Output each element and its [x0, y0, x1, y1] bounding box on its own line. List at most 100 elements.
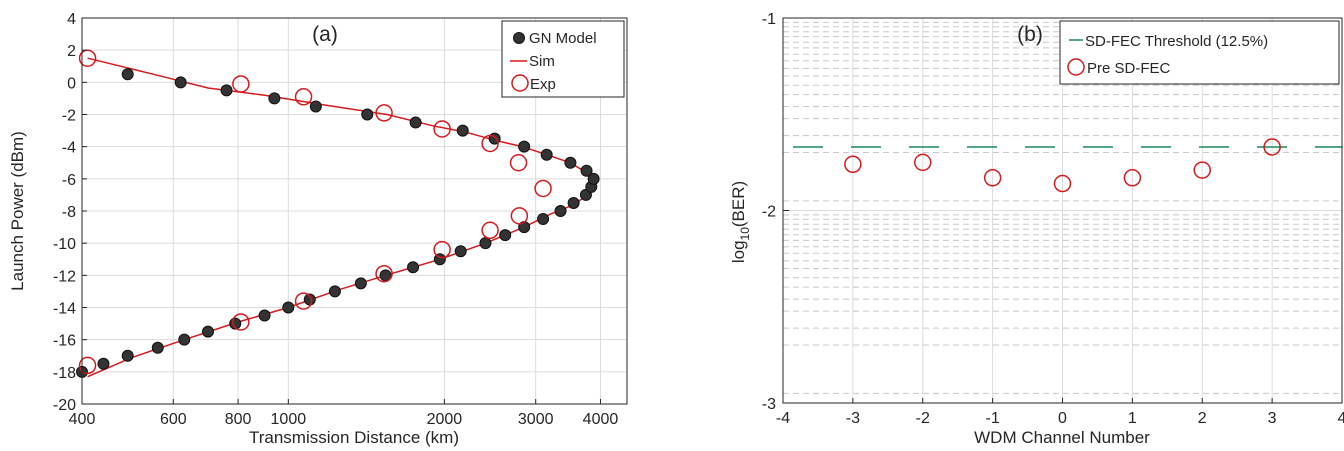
- panel-a-y-tick-label: -14: [53, 301, 76, 318]
- gn-model-point: [456, 124, 469, 137]
- panel-b-x-tick-label: 0: [1058, 410, 1067, 427]
- panel-b-label: (b): [1017, 23, 1043, 46]
- exp-point: [294, 88, 313, 106]
- gn-model-point: [258, 309, 271, 322]
- panel-b-x-tick-label: -2: [916, 410, 930, 427]
- panel-a-y-tick-label: -2: [62, 108, 76, 125]
- panel-a-y-tick-label: -10: [53, 236, 76, 253]
- gn-model-point: [309, 100, 322, 113]
- panel-a-x-tick-label: 2000: [427, 411, 463, 428]
- exp-point: [375, 264, 393, 283]
- gn-model-point: [409, 116, 422, 129]
- panel-a-y-tick-label: -16: [53, 333, 76, 350]
- y-label-subscript: 10: [738, 227, 752, 241]
- panel-a-y-tick-label: -8: [62, 204, 76, 221]
- exp-point: [481, 221, 499, 240]
- panel-a-y-tick-label: -12: [53, 268, 76, 285]
- exp-point: [509, 154, 528, 172]
- pre-sd-fec-point: [1123, 169, 1142, 187]
- gn-model-point: [564, 156, 577, 169]
- gn-model-point: [540, 148, 553, 161]
- panel-b-y-tick-label: -3: [762, 396, 776, 413]
- legend-exp-marker: [511, 74, 529, 92]
- panel-a-x-tick-label: 400: [69, 411, 96, 428]
- gn-model-point: [268, 92, 281, 105]
- gn-model-point: [537, 213, 550, 226]
- exp-point: [375, 104, 393, 122]
- pre-sd-fec-point: [844, 155, 862, 174]
- gn-model-point: [499, 229, 512, 242]
- gn-model-point: [282, 301, 295, 314]
- panel-a-legend: GN Model Sim Exp: [501, 20, 625, 98]
- exp-point: [481, 134, 499, 153]
- panel-b-legend: SD-FEC Threshold (12.5%) Pre SD-FEC: [1059, 20, 1340, 85]
- exp-point: [78, 356, 97, 375]
- panel-a-x-axis-label: Transmission Distance (km): [249, 428, 459, 447]
- panel-a-x-tick-label: 1000: [271, 411, 307, 428]
- exp-point: [534, 179, 552, 198]
- svg-text:log10(BER): log10(BER): [729, 181, 752, 263]
- panel-a-x-tick-label: 600: [160, 411, 187, 428]
- panel-b-x-axis-label: WDM Channel Number: [974, 428, 1150, 447]
- panel-a-y-tick-label: -18: [53, 365, 76, 382]
- gn-model-point: [97, 357, 110, 370]
- panel-a-x-ticks: 400 600 800 1000 2000 3000 4000: [69, 399, 619, 428]
- exp-point: [510, 207, 529, 225]
- panel-a-y-tick-label: 0: [67, 75, 76, 92]
- gn-model-point: [554, 205, 567, 217]
- panel-a-x-tick-label: 4000: [583, 411, 619, 428]
- panel-a-y-tick-label: -20: [53, 397, 76, 414]
- panel-b-y-tick-label: -1: [762, 11, 776, 28]
- gn-model-point: [202, 325, 215, 338]
- exp-point: [232, 75, 250, 93]
- panel-b-y-axis-label: log10(BER): [729, 181, 752, 263]
- gn-model-point: [567, 196, 580, 209]
- legend-pre-sdfec-marker: [1067, 58, 1085, 76]
- pre-sd-fec-point: [1263, 138, 1281, 156]
- gn-model-point: [174, 76, 187, 89]
- panel-b-y-tick-label: -2: [762, 204, 776, 221]
- gn-model-point: [178, 333, 191, 346]
- panel-b-pre-sdfec-series: [844, 138, 1281, 193]
- legend-exp-label: Exp: [530, 76, 556, 93]
- panel-a-y-tick-label: -6: [62, 172, 76, 189]
- exp-point: [433, 240, 451, 259]
- panel-a-label: (a): [312, 23, 338, 46]
- gn-model-point: [151, 341, 164, 354]
- legend-threshold-label: SD-FEC Threshold (12.5%): [1085, 33, 1268, 50]
- pre-sd-fec-point: [914, 153, 932, 172]
- legend-gn-marker: [513, 32, 525, 44]
- exp-point: [433, 120, 451, 138]
- gn-model-point: [479, 237, 492, 250]
- gn-model-point: [328, 285, 341, 298]
- y-label-ber: (BER): [729, 181, 748, 227]
- gn-model-point: [354, 277, 367, 290]
- panel-a-y-tick-label: 2: [67, 43, 76, 60]
- gn-model-point: [361, 108, 374, 121]
- panel-b-y-ticks: -3 -2 -1: [762, 11, 789, 413]
- panel-b-legend-box: [1059, 20, 1340, 85]
- legend-pre-sdfec-label: Pre SD-FEC: [1087, 60, 1171, 77]
- panel-a-x-tick-label: 3000: [518, 411, 554, 428]
- panel-a-x-tick-label: 800: [225, 411, 252, 428]
- panel-a: 400 600 800 1000 2000 3000 4000 -20-18-16-14-1…: [8, 11, 628, 447]
- gn-model-point: [379, 269, 392, 282]
- panel-a-y-tick-label: 4: [67, 11, 76, 28]
- pre-sd-fec-point: [983, 169, 1002, 187]
- panel-b-x-tick-label: 1: [1128, 410, 1137, 427]
- panel-b-x-tick-label: -3: [846, 410, 860, 427]
- panel-b-x-ticks: -4 -3 -2 -1 0 1 2 3 4: [776, 398, 1344, 427]
- gn-model-point: [580, 164, 593, 177]
- y-label-log: log: [729, 240, 748, 263]
- legend-gn-label: GN Model: [529, 30, 597, 47]
- panel-a-y-axis-label: Launch Power (dBm): [8, 131, 27, 291]
- gn-model-point: [587, 172, 600, 185]
- legend-sim-label: Sim: [529, 53, 555, 70]
- exp-point: [294, 292, 313, 310]
- panel-b-x-tick-label: 4: [1338, 410, 1344, 427]
- panel-a-exp-series: [78, 49, 552, 375]
- gn-model-point: [454, 245, 467, 258]
- gn-model-point: [220, 84, 233, 97]
